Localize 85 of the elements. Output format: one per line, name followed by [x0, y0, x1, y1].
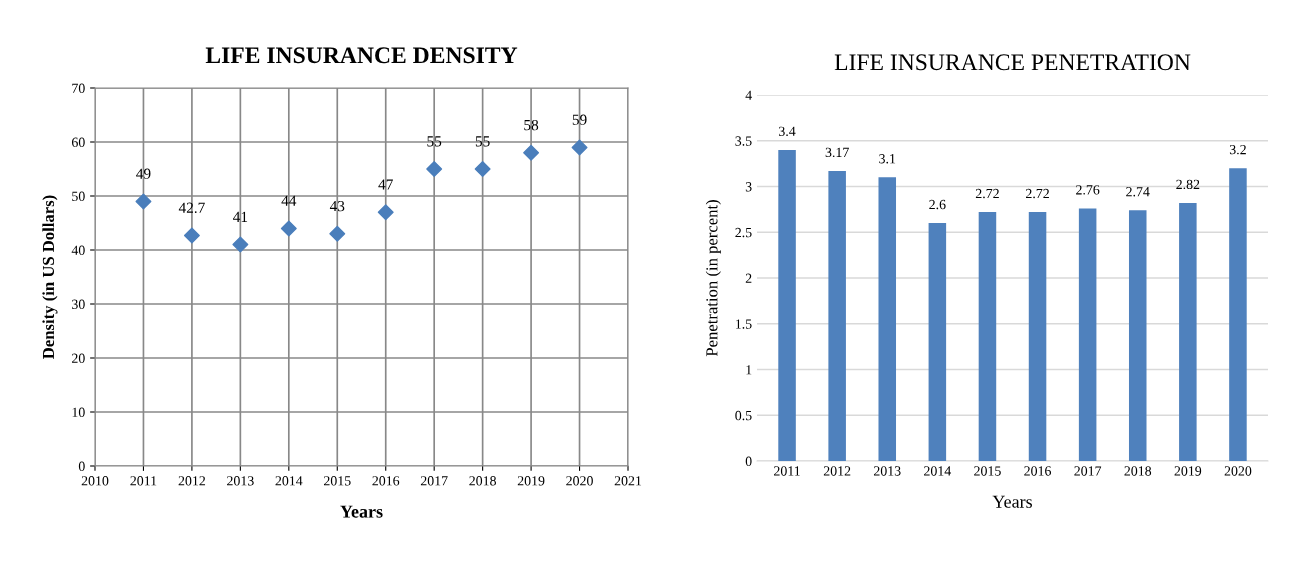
bar — [828, 170, 846, 461]
data-label: 3.4 — [779, 126, 796, 137]
data-label: 55 — [427, 136, 442, 147]
x-tick-label: 2017 — [420, 476, 448, 486]
y-axis-title: Density (in US Dollars) — [42, 195, 58, 359]
x-tick-label: 2020 — [1224, 466, 1252, 476]
data-label: 59 — [572, 114, 587, 125]
x-tick-label: 2011 — [774, 466, 800, 476]
y-tick-label: 10 — [72, 407, 85, 417]
y-tick-label: 30 — [72, 299, 85, 309]
data-label: 2.72 — [975, 188, 999, 199]
y-tick-label: 0 — [745, 456, 752, 466]
data-label: 2.72 — [1026, 188, 1049, 199]
point — [183, 227, 200, 244]
point — [426, 161, 443, 177]
data-label: 2.76 — [1076, 185, 1100, 195]
point — [474, 161, 491, 177]
y-tick-label: 3 — [745, 182, 752, 192]
data-label: 2.6 — [929, 199, 946, 210]
x-tick-label: 2015 — [974, 466, 1001, 476]
y-tick-label: 40 — [71, 245, 85, 255]
x-tick-label: 2014 — [275, 476, 303, 486]
point — [523, 144, 540, 161]
y-tick-label: 1 — [746, 365, 752, 375]
bar — [778, 149, 796, 461]
bar — [978, 212, 997, 461]
bar — [1028, 212, 1047, 461]
bar — [1229, 168, 1247, 461]
x-tick-label: 2010 — [81, 476, 109, 486]
data-label: 44 — [281, 195, 297, 206]
point — [232, 236, 249, 253]
x-tick-label: 2013 — [873, 466, 901, 476]
x-tick-label: 2020 — [566, 476, 593, 486]
data-label: 3.1 — [879, 154, 896, 164]
data-label: 2.82 — [1176, 179, 1200, 190]
point — [329, 225, 346, 242]
y-tick-label: 50 — [72, 191, 85, 201]
data-label: 41 — [233, 211, 248, 222]
y-tick-label: 0.5 — [735, 410, 752, 421]
point — [280, 220, 297, 237]
x-tick-label: 2019 — [1174, 466, 1202, 476]
x-tick-label: 2016 — [372, 476, 400, 486]
bar — [928, 223, 947, 461]
y-axis-title: Penetration (in percent) — [705, 200, 721, 357]
chart-title: LIFE INSURANCE DENSITY — [205, 47, 518, 64]
x-tick-label: 2014 — [924, 466, 952, 476]
point — [571, 139, 588, 156]
y-tick-label: 2 — [745, 273, 752, 283]
x-axis-title: Years — [992, 495, 1032, 508]
x-tick-label: 2016 — [1024, 466, 1052, 476]
x-tick-label: 2011 — [130, 476, 157, 486]
x-tick-label: 2018 — [469, 476, 496, 486]
data-label: 2.74 — [1126, 187, 1150, 197]
x-tick-label: 2019 — [517, 476, 545, 486]
bar — [1078, 208, 1097, 461]
bar — [1179, 202, 1197, 461]
bar — [878, 177, 897, 461]
x-tick-label: 2013 — [227, 476, 254, 486]
y-tick-label: 60 — [71, 137, 85, 147]
x-tick-label: 2021 — [614, 476, 642, 486]
data-label: 43 — [329, 200, 345, 212]
y-tick-label: 4 — [745, 90, 752, 100]
data-label: 49 — [136, 168, 151, 179]
y-tick-label: 3.5 — [735, 136, 752, 146]
y-tick-label: 2.5 — [735, 227, 752, 238]
point — [377, 204, 394, 221]
data-label: 47 — [378, 179, 393, 190]
x-tick-label: 2015 — [323, 476, 351, 486]
x-tick-label: 2018 — [1124, 466, 1152, 476]
x-tick-label: 2012 — [178, 476, 206, 486]
data-label: 3.2 — [1229, 144, 1246, 155]
y-tick-label: 70 — [72, 83, 85, 93]
x-tick-label: 2017 — [1074, 466, 1102, 476]
point — [135, 193, 152, 210]
y-tick-label: 1.5 — [736, 319, 752, 329]
x-axis-title: Years — [340, 505, 383, 518]
data-label: 42.7 — [178, 202, 205, 213]
y-tick-label: 20 — [72, 353, 85, 363]
bar — [1128, 210, 1147, 461]
chart-title: LIFE INSURANCE PENETRATION — [834, 54, 1191, 71]
y-tick-label: 0 — [78, 461, 85, 471]
data-label: 3.17 — [825, 147, 849, 158]
x-tick-label: 2012 — [823, 466, 851, 476]
data-label: 58 — [524, 119, 539, 131]
data-label: 55 — [475, 136, 490, 147]
